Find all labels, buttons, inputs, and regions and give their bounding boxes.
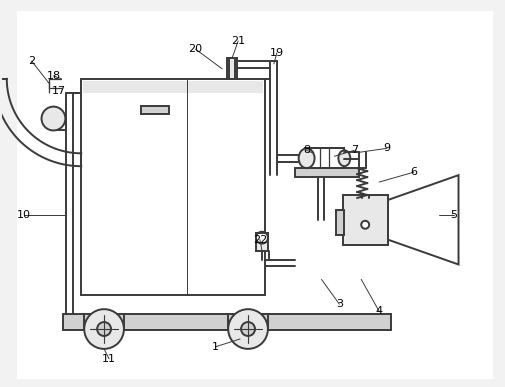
Text: 8: 8 (302, 145, 310, 155)
Text: 5: 5 (449, 210, 456, 220)
Bar (294, 168, 359, 177)
Bar (336, 210, 344, 235)
Text: 17: 17 (51, 86, 65, 96)
Bar (140, 106, 168, 113)
Circle shape (240, 322, 255, 336)
Circle shape (256, 232, 267, 244)
Ellipse shape (298, 148, 314, 168)
Bar (227, 58, 237, 79)
Polygon shape (387, 175, 458, 264)
Ellipse shape (338, 150, 349, 166)
Circle shape (41, 107, 65, 130)
Circle shape (84, 309, 124, 349)
Text: 19: 19 (269, 48, 283, 58)
Circle shape (228, 309, 267, 349)
Bar (343, 195, 387, 245)
Circle shape (361, 221, 369, 229)
Text: 20: 20 (188, 44, 202, 54)
Text: 7: 7 (350, 145, 357, 155)
Text: 22: 22 (252, 235, 267, 245)
Text: 3: 3 (335, 299, 342, 309)
Bar (83, 81, 263, 93)
Bar (256, 233, 267, 251)
Bar (304, 148, 344, 168)
Text: 11: 11 (102, 354, 116, 364)
Text: 18: 18 (46, 71, 61, 81)
Text: 21: 21 (231, 36, 245, 46)
Circle shape (97, 322, 111, 336)
Text: 2: 2 (28, 56, 35, 66)
Text: 1: 1 (212, 342, 218, 352)
Text: 4: 4 (375, 306, 382, 316)
Text: 6: 6 (410, 167, 417, 177)
Text: 10: 10 (17, 210, 31, 220)
Text: 9: 9 (383, 143, 390, 153)
Bar (81, 79, 265, 295)
Bar (63, 314, 390, 330)
